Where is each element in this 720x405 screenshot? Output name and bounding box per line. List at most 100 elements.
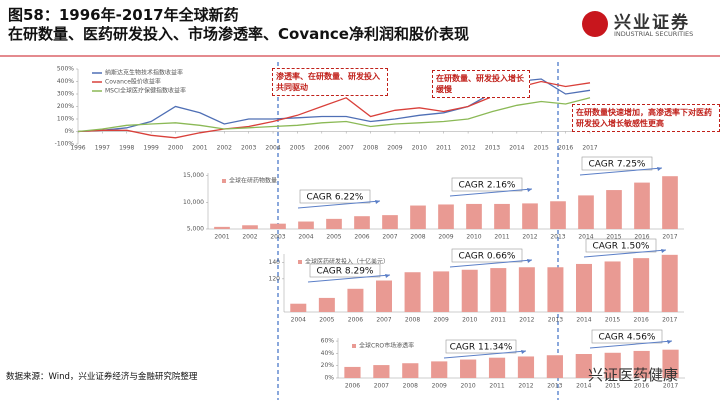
annotation-box — [451, 177, 523, 192]
trend-arrow — [307, 274, 391, 283]
bar — [490, 268, 507, 312]
bar — [494, 203, 510, 229]
trend-arrow — [449, 259, 533, 268]
bar — [460, 359, 477, 378]
bar — [634, 182, 650, 229]
x-tick-label: 2015 — [534, 145, 549, 152]
x-tick-label: 2014 — [576, 383, 591, 390]
x-tick-label: 2006 — [348, 317, 363, 324]
y-tick-label: 300% — [57, 91, 74, 98]
x-tick-label: 2008 — [410, 234, 425, 241]
y-tick-label: 60% — [321, 338, 335, 345]
bar — [547, 267, 564, 312]
x-tick-label: 2012 — [518, 383, 533, 390]
x-tick-label: 2008 — [405, 317, 420, 324]
bar — [214, 226, 230, 229]
bar — [402, 363, 419, 378]
x-tick-label: 2001 — [192, 145, 207, 152]
y-tick-label: 20% — [321, 362, 335, 369]
y-tick-label: 15,000 — [183, 172, 204, 179]
x-tick-label: 2001 — [214, 234, 229, 241]
x-tick-label: 2010 — [412, 145, 427, 152]
bar — [662, 176, 678, 229]
x-tick-label: 2011 — [436, 145, 451, 152]
trend-arrow-head — [661, 249, 666, 253]
series-line — [77, 97, 591, 133]
annotation: CAGR 6.22% — [307, 193, 364, 203]
y-tick-label: 10,000 — [183, 199, 204, 206]
y-tick-label: 40% — [321, 350, 335, 357]
x-tick-label: 2015 — [605, 317, 620, 324]
x-tick-label: 2013 — [550, 234, 565, 241]
y-tick-label: 200% — [57, 103, 74, 110]
y-tick-label: 140 — [269, 259, 281, 266]
logo-mark — [582, 11, 608, 37]
x-tick-label: 1999 — [144, 145, 159, 152]
bar — [466, 203, 482, 229]
x-tick-label: 2003 — [270, 234, 285, 241]
bar — [575, 354, 592, 378]
x-tick-label: 2012 — [460, 145, 475, 152]
trend-arrow-head — [385, 274, 390, 278]
legend-label: MSCI全球医疗保健指数收益率 — [105, 87, 186, 95]
trend-arrow-head — [521, 350, 526, 354]
bar — [298, 221, 314, 229]
bar — [662, 349, 679, 378]
x-tick-label: 2010 — [462, 317, 477, 324]
bar — [382, 215, 398, 229]
annotation: CAGR 4.56% — [599, 333, 656, 343]
legend-label: 全球医药研发投入（十亿美元） — [305, 258, 389, 266]
x-tick-label: 2011 — [494, 234, 509, 241]
x-tick-label: 2006 — [354, 234, 369, 241]
bar — [461, 269, 478, 312]
x-tick-label: 2004 — [291, 317, 306, 324]
x-tick-label: 2008 — [363, 145, 378, 152]
bar — [326, 218, 342, 229]
x-tick-label: 2007 — [382, 234, 397, 241]
x-tick-label: 2000 — [168, 145, 183, 152]
legend-label: 全球在研药物数量 — [229, 177, 277, 185]
y-tick-label: 5,000 — [187, 226, 204, 233]
x-tick-label: 2010 — [466, 234, 481, 241]
x-tick-label: 2014 — [509, 145, 524, 152]
annotation-box — [451, 248, 523, 263]
annotation: CAGR 0.66% — [459, 252, 516, 262]
x-tick-label: 2005 — [319, 317, 334, 324]
x-tick-label: 2015 — [605, 383, 620, 390]
logo-text: 兴业证券 — [614, 13, 690, 33]
x-tick-label: 2006 — [345, 383, 360, 390]
bar — [354, 216, 370, 229]
logo: 兴业证券 INDUSTRIAL SECURITIES — [578, 8, 714, 42]
bar — [606, 190, 622, 229]
bar — [373, 365, 390, 378]
x-tick-label: 2012 — [519, 317, 534, 324]
legend-swatch — [298, 260, 302, 264]
x-tick-label: 2009 — [432, 383, 447, 390]
y-tick-label: -100% — [55, 141, 75, 148]
trend-arrow-head — [657, 167, 662, 171]
annotation: CAGR 1.50% — [593, 242, 650, 252]
bar — [242, 225, 258, 229]
bar — [344, 366, 361, 378]
bar — [431, 361, 448, 378]
x-tick-label: 2013 — [485, 145, 500, 152]
y-tick-label: 120 — [269, 275, 281, 282]
x-tick-label: 2014 — [576, 317, 591, 324]
bar — [410, 205, 426, 229]
watermark: 兴证医药健康 — [588, 366, 679, 384]
bar — [522, 203, 538, 229]
bar — [488, 357, 506, 378]
bar — [604, 261, 621, 312]
bar — [661, 254, 678, 312]
bar — [438, 204, 454, 229]
slide-title: 图58：1996年-2017年全球新药 在研数量、医药研发投入、市场渗透率、Co… — [8, 6, 469, 44]
x-tick-label: 1996 — [70, 145, 85, 152]
legend-label: 全球CRO市场渗透率 — [359, 342, 414, 350]
bar — [550, 201, 566, 229]
x-tick-label: 2009 — [387, 145, 402, 152]
trend-arrow — [583, 249, 667, 258]
annotation: 在研数量快速增加，高渗透率下对医药研发投入增长敏感性更高 — [572, 104, 720, 132]
x-tick-label: 2016 — [634, 317, 649, 324]
bar — [633, 258, 650, 312]
